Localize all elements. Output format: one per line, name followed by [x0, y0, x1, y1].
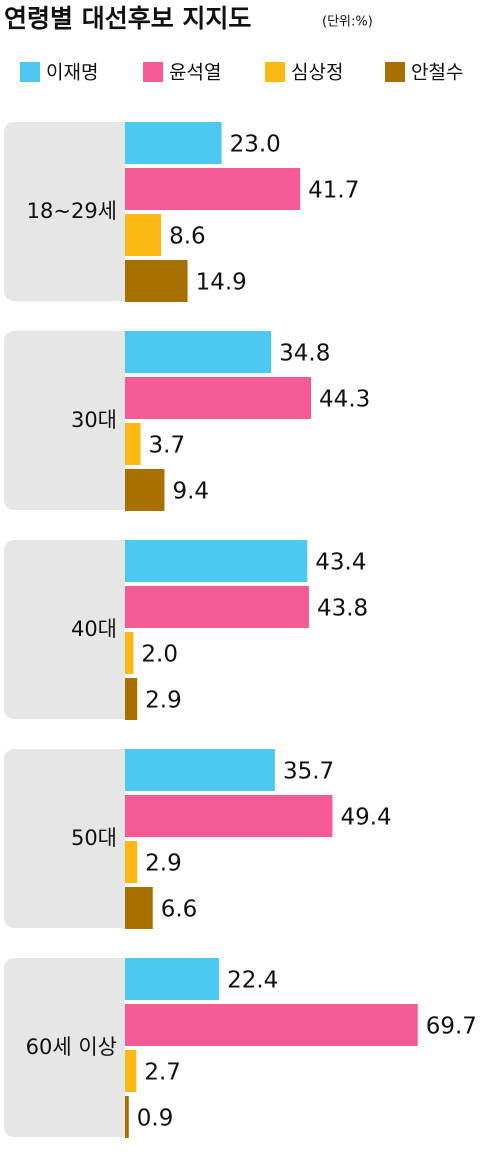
- value-label: 43.4: [315, 550, 366, 576]
- value-label: 9.4: [172, 479, 209, 505]
- legend-swatch: [20, 62, 40, 82]
- value-label: 2.0: [141, 642, 178, 668]
- bar: [125, 958, 220, 1000]
- value-label: 35.7: [283, 759, 334, 785]
- legend-swatch: [265, 62, 285, 82]
- value-label: 8.6: [169, 224, 206, 250]
- value-label: 0.9: [137, 1106, 174, 1132]
- legend-label: 이재명: [46, 62, 98, 84]
- group-panel: [4, 749, 164, 928]
- value-label: 6.6: [161, 897, 198, 923]
- value-label: 22.4: [227, 968, 278, 994]
- legend-swatch: [385, 62, 405, 82]
- legend-label: 심상정: [291, 62, 343, 84]
- category-label: 50대: [71, 826, 117, 850]
- bar: [125, 331, 272, 373]
- bar: [125, 540, 308, 582]
- bar: [125, 795, 333, 837]
- group-panel: [4, 122, 164, 301]
- value-label: 2.9: [145, 688, 182, 714]
- category-label: 40대: [71, 617, 117, 641]
- value-label: 3.7: [149, 433, 186, 459]
- value-label: 49.4: [340, 805, 391, 831]
- value-label: 43.8: [317, 596, 368, 622]
- category-label: 30대: [71, 408, 117, 432]
- bar: [125, 168, 301, 210]
- value-label: 34.8: [279, 341, 330, 367]
- bar: [125, 841, 138, 883]
- value-label: 69.7: [426, 1014, 477, 1040]
- chart-title: 연령별 대선후보 지지도: [4, 4, 251, 33]
- legend-swatch: [143, 62, 163, 82]
- bar: [125, 260, 188, 302]
- value-label: 2.7: [144, 1060, 181, 1086]
- bar: [125, 1004, 418, 1046]
- value-label: 2.9: [145, 851, 182, 877]
- bar: [125, 423, 141, 465]
- group-panel: [4, 958, 164, 1137]
- bar: [125, 1096, 129, 1138]
- bar: [125, 749, 275, 791]
- chart-subtitle: (단위:%): [322, 15, 373, 30]
- bar: [125, 214, 162, 256]
- category-label: 18~29세: [27, 199, 117, 223]
- value-label: 41.7: [308, 178, 359, 204]
- legend-label: 안철수: [411, 62, 463, 84]
- bar: [125, 377, 312, 419]
- legend-label: 윤석열: [169, 62, 221, 84]
- bar: [125, 469, 165, 511]
- category-label: 60세 이상: [26, 1035, 117, 1059]
- value-label: 14.9: [196, 270, 247, 296]
- bar: [125, 678, 138, 720]
- group-panel: [4, 540, 164, 719]
- bar: [125, 122, 222, 164]
- bar: [125, 632, 134, 674]
- bar: [125, 1050, 137, 1092]
- bar: [125, 586, 309, 628]
- bar: [125, 887, 153, 929]
- value-label: 44.3: [319, 387, 370, 413]
- group-panel: [4, 331, 164, 510]
- value-label: 23.0: [230, 132, 281, 158]
